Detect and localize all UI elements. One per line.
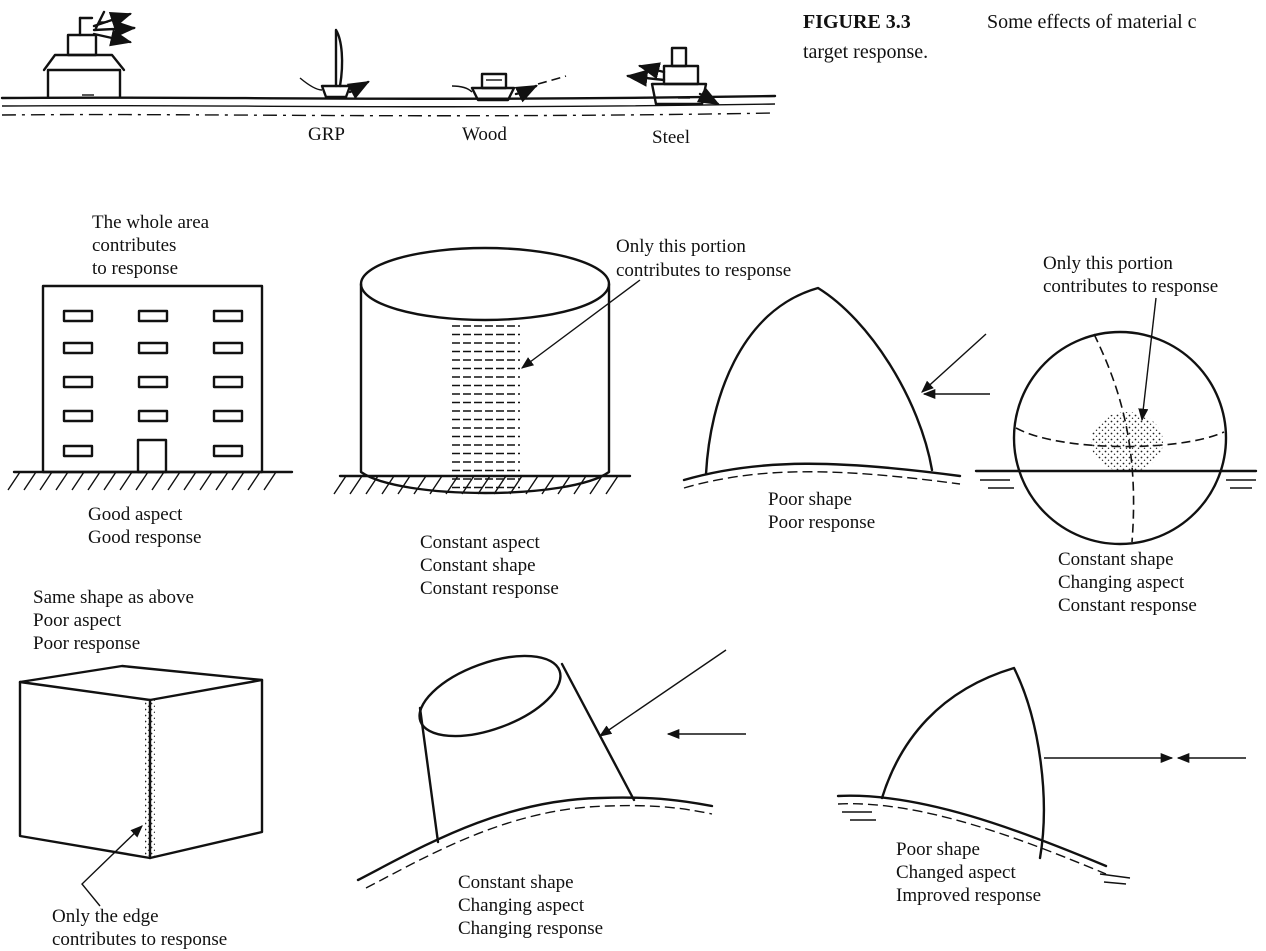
cube-top-line-3: Poor response — [33, 633, 140, 654]
window-icon — [62, 375, 94, 389]
dome-bottom-line-2: Poor response — [768, 512, 875, 533]
sea-line — [0, 94, 777, 100]
cube-panel: Same shape as above Poor aspect Poor res… — [18, 587, 264, 950]
tank-bottom-line-2: Constant shape — [420, 555, 536, 576]
window-icon — [62, 409, 94, 423]
sphere-icon — [974, 330, 1258, 546]
building-bottom-line-1: Good aspect — [88, 504, 183, 525]
sphere-panel: Only this portion contributes to respons… — [974, 253, 1258, 616]
tank-icon — [359, 246, 611, 495]
tank-bottom-line-1: Constant aspect — [420, 532, 541, 553]
tilted-tank-bottom-line-2: Changing aspect — [458, 895, 585, 916]
figure-caption-line2: target response. — [803, 41, 928, 63]
cube-icon — [18, 664, 264, 860]
figure-number: FIGURE 3.3 — [803, 11, 911, 33]
tilted-tank-icon — [356, 654, 714, 889]
steel-label: Steel — [652, 127, 690, 148]
tank-pointer-arrow — [520, 279, 641, 369]
tank-bottom-line-3: Constant response — [420, 578, 559, 599]
cube-top-line-2: Poor aspect — [33, 610, 122, 631]
building-bottom-line-2: Good response — [88, 527, 201, 548]
window-icon — [137, 375, 169, 389]
grp-sailboat-icon — [299, 28, 370, 99]
building-panel: The whole area contributes to response G… — [7, 212, 294, 548]
window-icon — [137, 409, 169, 423]
tank-top-line-2: contributes to response — [616, 260, 791, 281]
tilted-tank-bottom-line-3: Changing response — [458, 918, 603, 939]
window-icon — [137, 309, 169, 323]
building-top-line-3: to response — [92, 258, 178, 279]
figure-caption: FIGURE 3.3 Some effects of material c ta… — [803, 11, 1197, 63]
window-icon — [62, 341, 94, 355]
sphere-pointer-arrow — [1138, 297, 1157, 422]
window-icon — [212, 375, 244, 389]
sphere-top-line-2: contributes to response — [1043, 276, 1218, 297]
sphere-stippled-region — [1091, 412, 1163, 472]
sea-line-lower — [1, 103, 776, 108]
sphere-bottom-line-3: Constant response — [1058, 595, 1197, 616]
tilted-tank-panel: Constant shape Changing aspect Changing … — [356, 649, 746, 939]
tilted-dome-bottom-line-2: Changed aspect — [896, 862, 1016, 883]
window-icon — [212, 444, 244, 458]
tilted-dome-bottom-line-3: Improved response — [896, 885, 1041, 906]
tank-panel: Only this portion contributes to respons… — [333, 236, 791, 599]
sea-line-dashed — [1, 112, 776, 117]
window-icon — [212, 409, 244, 423]
wood-motorboat-icon — [451, 72, 567, 103]
cube-edge-stipple — [145, 700, 155, 856]
dome-arrow-incident — [921, 333, 987, 393]
cube-bottom-line-2: contributes to response — [52, 929, 227, 950]
tilted-tank-arrow-incident — [598, 649, 727, 737]
wood-label: Wood — [462, 124, 507, 145]
window-icon — [212, 341, 244, 355]
tilted-dome-icon — [836, 666, 1131, 885]
building-top-line-2: contributes — [92, 235, 176, 256]
ground-hatch — [7, 470, 294, 491]
window-icon — [62, 444, 94, 458]
sphere-bottom-line-1: Constant shape — [1058, 549, 1174, 570]
sphere-bottom-line-2: Changing aspect — [1058, 572, 1185, 593]
building-icon — [41, 284, 264, 474]
tilted-tank-bottom-line-1: Constant shape — [458, 872, 574, 893]
figure-caption-line1: Some effects of material c — [987, 11, 1197, 33]
cube-pointer-arrow — [81, 825, 143, 907]
tilted-dome-panel: Poor shape Changed aspect Improved respo… — [836, 666, 1246, 906]
grp-label: GRP — [308, 124, 345, 145]
window-icon — [212, 309, 244, 323]
building-top-line-1: The whole area — [92, 212, 210, 233]
dome-panel: Poor shape Poor response — [682, 286, 990, 533]
cube-top-line-1: Same shape as above — [33, 587, 194, 608]
window-icon — [137, 341, 169, 355]
tank-ground-hatch — [333, 474, 632, 495]
ships-strip: GRP Wood Steel — [0, 10, 777, 148]
sphere-top-line-1: Only this portion — [1043, 253, 1173, 274]
dome-icon — [682, 286, 962, 489]
ship-left-icon — [42, 10, 137, 99]
dome-bottom-line-1: Poor shape — [768, 489, 852, 510]
cube-bottom-line-1: Only the edge — [52, 906, 159, 927]
window-icon — [62, 309, 94, 323]
steel-ship-icon — [625, 46, 720, 106]
tilted-dome-bottom-line-1: Poor shape — [896, 839, 980, 860]
tank-top-line-1: Only this portion — [616, 236, 746, 257]
